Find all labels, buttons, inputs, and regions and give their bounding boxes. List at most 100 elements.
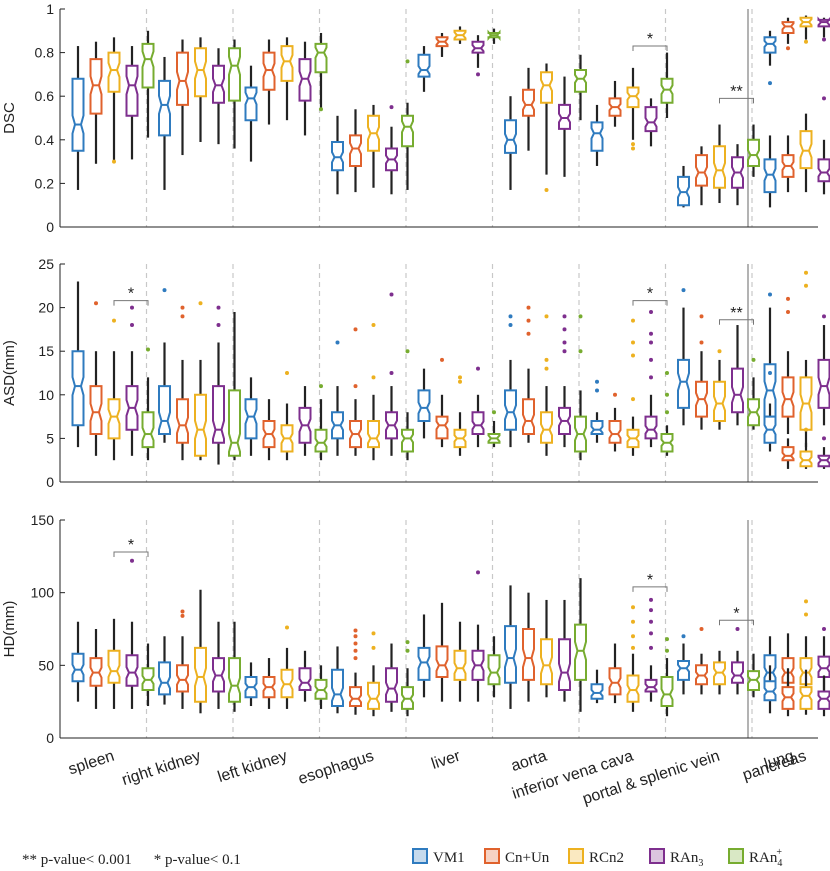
significance-label: * bbox=[647, 572, 653, 589]
box bbox=[644, 106, 658, 133]
panel-3: HD(mm) 0 50 100 150 * * * bbox=[1, 512, 830, 746]
box bbox=[158, 661, 171, 696]
outlier-point bbox=[649, 645, 653, 650]
box bbox=[417, 646, 431, 681]
box bbox=[558, 103, 571, 130]
box bbox=[644, 678, 658, 693]
legend-label-base: RAn bbox=[670, 850, 699, 866]
box bbox=[660, 676, 674, 707]
box bbox=[176, 51, 189, 106]
outlier-point bbox=[631, 318, 635, 323]
outlier-point bbox=[162, 288, 167, 293]
significance-bracket bbox=[632, 45, 668, 52]
outlier-point bbox=[595, 379, 599, 384]
box bbox=[504, 625, 517, 684]
outlier-point bbox=[804, 599, 808, 604]
outlier-point bbox=[526, 318, 531, 323]
significance-label: * bbox=[647, 286, 653, 303]
outlier-point bbox=[508, 323, 513, 328]
outlier-point bbox=[649, 597, 653, 602]
box bbox=[314, 42, 328, 74]
legend-label: RAn3 bbox=[670, 850, 703, 869]
box bbox=[107, 51, 121, 93]
outlier-point bbox=[649, 357, 653, 362]
box bbox=[244, 398, 258, 440]
box bbox=[781, 21, 795, 34]
significance-bracket bbox=[113, 300, 149, 306]
outlier-point bbox=[804, 39, 808, 44]
legend-label-base: RCn2 bbox=[589, 850, 624, 866]
box bbox=[608, 420, 622, 444]
box bbox=[158, 385, 171, 435]
outlier-point bbox=[146, 347, 150, 352]
box bbox=[401, 114, 414, 148]
y-axis-label: HD(mm) bbox=[1, 601, 18, 658]
box bbox=[731, 661, 744, 684]
outlier-point bbox=[562, 340, 567, 345]
box bbox=[141, 411, 155, 449]
box bbox=[747, 138, 760, 167]
box bbox=[574, 623, 587, 681]
outlier-point bbox=[353, 384, 358, 389]
box bbox=[194, 47, 207, 98]
outlier-point bbox=[578, 349, 583, 354]
significance-label: * bbox=[128, 286, 134, 303]
outlier-point bbox=[335, 340, 340, 345]
outlier-point bbox=[353, 641, 358, 646]
outlier-point bbox=[112, 318, 116, 323]
box bbox=[298, 58, 312, 102]
outlier-point bbox=[768, 292, 772, 297]
legend-note-stars: ** bbox=[22, 852, 41, 868]
outlier-point bbox=[631, 619, 635, 624]
box bbox=[713, 145, 726, 189]
box bbox=[781, 446, 795, 462]
box bbox=[763, 158, 777, 194]
box bbox=[504, 119, 517, 154]
x-tick-label: spleen bbox=[66, 748, 116, 779]
outlier-point bbox=[665, 410, 669, 415]
box bbox=[590, 683, 604, 700]
legend-label-subscript: 3 bbox=[698, 858, 703, 869]
outlier-point bbox=[130, 305, 134, 310]
outlier-point bbox=[476, 72, 480, 77]
box bbox=[262, 51, 276, 91]
outlier-point bbox=[371, 631, 376, 636]
outlier-point bbox=[562, 327, 567, 332]
outlier-point bbox=[544, 187, 549, 192]
outlier-point bbox=[699, 627, 704, 631]
outlier-point bbox=[130, 558, 134, 563]
box bbox=[176, 664, 189, 693]
box bbox=[660, 77, 674, 104]
x-tick-label: esophagus bbox=[296, 748, 376, 788]
outlier-point bbox=[768, 371, 772, 375]
outlier-point bbox=[285, 625, 289, 630]
outlier-point bbox=[804, 283, 808, 288]
outlier-point bbox=[389, 105, 394, 110]
box bbox=[367, 420, 380, 449]
y-tick-label: 5 bbox=[46, 430, 54, 446]
box bbox=[349, 686, 362, 707]
box bbox=[713, 380, 726, 422]
x-tick-label: left kidney bbox=[216, 748, 290, 786]
box bbox=[590, 420, 604, 435]
outlier-point bbox=[786, 46, 790, 51]
outlier-point bbox=[94, 301, 98, 306]
y-axis-label: ASD(mm) bbox=[1, 340, 18, 406]
legend-label: Cn+Un bbox=[505, 850, 550, 866]
box bbox=[677, 660, 690, 681]
outlier-point bbox=[631, 146, 635, 151]
box bbox=[385, 667, 398, 703]
box bbox=[401, 428, 414, 453]
outlier-point bbox=[665, 371, 669, 375]
outlier-point bbox=[405, 640, 410, 645]
box bbox=[504, 389, 517, 431]
outlier-point bbox=[681, 634, 686, 639]
outlier-point bbox=[544, 366, 549, 371]
legend-label-subscript: 4 bbox=[777, 858, 782, 869]
box bbox=[435, 415, 449, 440]
y-tick-label: 0.2 bbox=[35, 175, 55, 191]
legend-label-base: Cn+Un bbox=[505, 850, 550, 866]
outlier-point bbox=[562, 349, 567, 354]
outlier-point bbox=[804, 427, 808, 432]
significance-bracket bbox=[719, 97, 754, 104]
